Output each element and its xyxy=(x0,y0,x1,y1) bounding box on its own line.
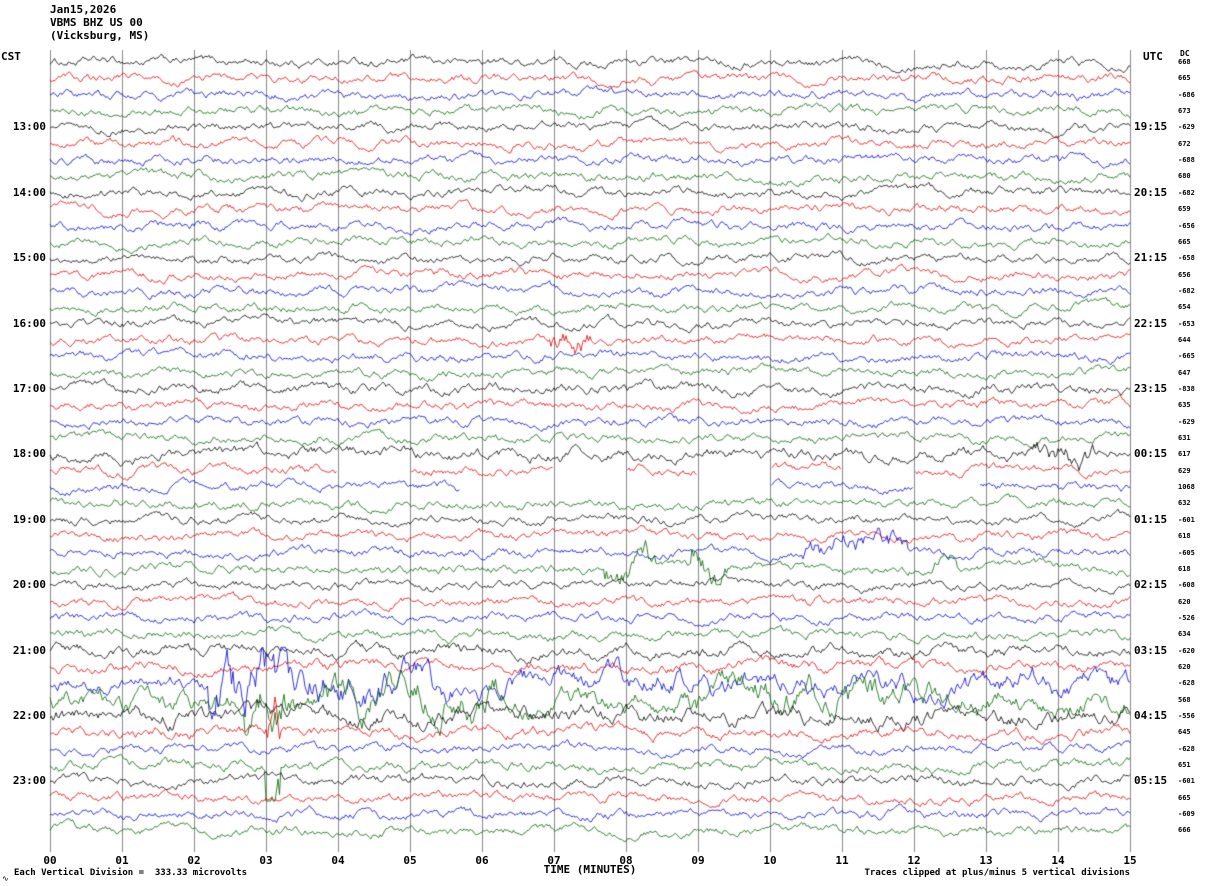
dc-value: 656 xyxy=(1178,270,1191,279)
dc-value: -665 xyxy=(1178,352,1195,361)
left-time-label: 21:00 xyxy=(12,643,46,657)
dc-value: -686 xyxy=(1178,90,1195,99)
right-time-label: 04:15 xyxy=(1134,709,1168,722)
dc-value: 651 xyxy=(1178,761,1191,770)
dc-value: 645 xyxy=(1178,728,1191,737)
dc-value: 666 xyxy=(1178,826,1191,835)
dc-value: 659 xyxy=(1178,205,1191,214)
right-time-label: 03:15 xyxy=(1134,643,1168,657)
dc-value: 620 xyxy=(1178,662,1191,671)
dc-value: -526 xyxy=(1178,613,1195,622)
x-tick-label: 08 xyxy=(619,854,633,867)
left-time-label: 19:00 xyxy=(12,512,46,526)
left-time-label: 17:00 xyxy=(12,382,46,395)
dc-value: 672 xyxy=(1178,139,1191,148)
dc-value: 1068 xyxy=(1178,483,1195,492)
x-tick-label: 11 xyxy=(835,854,849,867)
dc-value: -682 xyxy=(1178,188,1195,197)
dc-value: 673 xyxy=(1178,107,1191,116)
dc-value: 644 xyxy=(1178,335,1191,344)
right-time-label: 20:15 xyxy=(1134,185,1168,199)
dc-value: -628 xyxy=(1178,679,1195,688)
x-tick-label: 03 xyxy=(259,854,273,867)
x-tick-label: 15 xyxy=(1123,854,1137,867)
right-time-label: 22:15 xyxy=(1134,316,1168,330)
left-time-label: 22:00 xyxy=(12,709,46,722)
clip-note: Traces clipped at plus/minus 5 vertical … xyxy=(864,868,1130,878)
x-tick-label: 02 xyxy=(187,854,201,867)
dc-value: 654 xyxy=(1178,303,1191,312)
right-time-label: 05:15 xyxy=(1134,774,1168,788)
x-tick-label: 09 xyxy=(691,854,705,867)
x-tick-label: 05 xyxy=(403,854,417,867)
x-tick-label: 13 xyxy=(979,854,993,867)
dc-value: 618 xyxy=(1178,532,1191,541)
dc-value: 680 xyxy=(1178,172,1191,181)
right-time-label: 02:15 xyxy=(1134,578,1168,592)
left-time-label: 13:00 xyxy=(12,120,46,134)
corner-mark: ∿ xyxy=(2,874,9,883)
dc-value: 665 xyxy=(1178,237,1191,246)
dc-value: 631 xyxy=(1178,434,1191,443)
dc-value: 634 xyxy=(1178,630,1191,639)
dc-value: -601 xyxy=(1178,515,1195,524)
left-time-label: 15:00 xyxy=(12,251,46,265)
dc-value: -605 xyxy=(1178,548,1195,557)
x-tick-label: 07 xyxy=(547,854,561,867)
x-tick-label: 00 xyxy=(43,854,57,867)
right-time-label: 00:15 xyxy=(1134,447,1168,461)
left-time-label: 18:00 xyxy=(12,447,46,461)
dc-value: -688 xyxy=(1178,156,1195,165)
dc-value: -556 xyxy=(1178,712,1195,720)
dc-value: -629 xyxy=(1178,417,1195,426)
x-tick-label: 01 xyxy=(115,854,129,867)
dc-value: 620 xyxy=(1178,597,1191,606)
dc-value: -628 xyxy=(1178,744,1195,753)
left-time-label: 16:00 xyxy=(12,316,46,330)
dc-value: -601 xyxy=(1178,777,1195,786)
dc-value: -682 xyxy=(1178,286,1195,295)
dc-value: 618 xyxy=(1178,564,1191,573)
dc-value: 568 xyxy=(1178,695,1191,704)
dc-value: -653 xyxy=(1178,319,1195,328)
right-time-label: 19:15 xyxy=(1134,120,1168,134)
x-tick-label: 06 xyxy=(475,854,489,867)
dc-value: 665 xyxy=(1178,793,1191,802)
dc-value: 632 xyxy=(1178,499,1191,508)
dc-value: 665 xyxy=(1178,74,1191,83)
x-tick-label: 04 xyxy=(331,854,345,867)
dc-value: -656 xyxy=(1178,221,1195,230)
left-time-label: 20:00 xyxy=(12,578,46,592)
dc-value: -838 xyxy=(1178,385,1195,393)
x-tick-label: 12 xyxy=(907,854,921,867)
dc-value: -608 xyxy=(1178,581,1195,590)
right-time-label: 23:15 xyxy=(1134,382,1168,395)
dc-value: -629 xyxy=(1178,123,1195,132)
dc-value: -620 xyxy=(1178,646,1195,655)
x-axis-title: TIME (MINUTES) xyxy=(543,863,637,876)
x-tick-label: 10 xyxy=(763,854,777,867)
dc-value: 629 xyxy=(1178,466,1191,475)
right-time-label: 21:15 xyxy=(1134,251,1168,265)
dc-value: 635 xyxy=(1178,401,1191,410)
right-time-label: 01:15 xyxy=(1134,512,1168,526)
dc-value: 668 xyxy=(1178,58,1191,66)
left-time-label: 23:00 xyxy=(12,774,46,788)
dc-value: -658 xyxy=(1178,254,1195,263)
dc-value: 647 xyxy=(1178,368,1191,377)
left-time-label: 14:00 xyxy=(12,185,46,199)
dc-value: 617 xyxy=(1178,450,1191,459)
dc-value: -609 xyxy=(1178,810,1195,819)
x-tick-label: 14 xyxy=(1051,854,1065,867)
scale-note: Each Vertical Division = 333.33 microvol… xyxy=(14,868,247,878)
